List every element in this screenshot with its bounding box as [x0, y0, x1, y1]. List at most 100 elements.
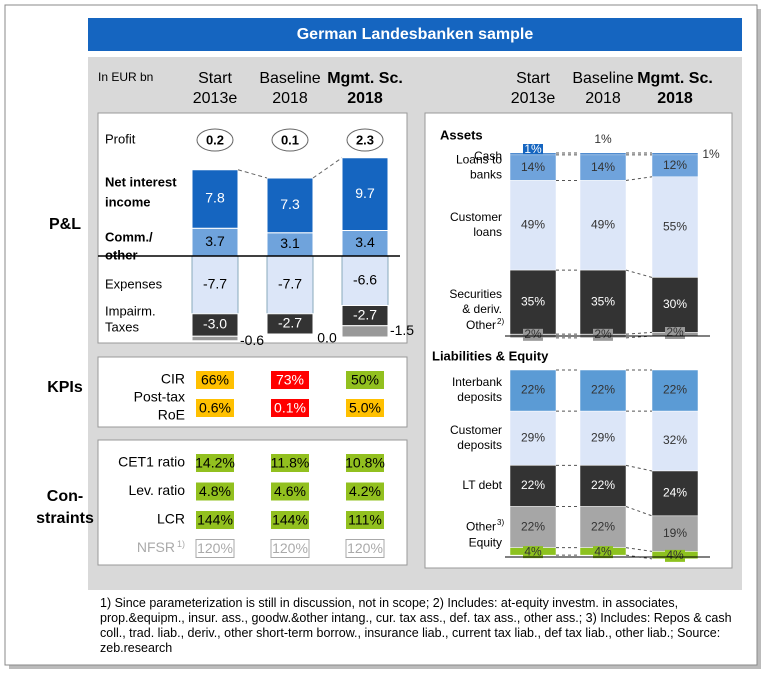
constraint-value: 120%: [347, 540, 383, 556]
kpi-cell: [346, 399, 384, 417]
kpi-value: 0.6%: [199, 400, 231, 416]
scenario-name: Baseline: [259, 70, 320, 87]
pnl-value: 0.0: [317, 330, 337, 346]
chart-title: Liabilities & Equity: [432, 348, 549, 363]
kpi-cell: [346, 371, 384, 389]
pnl-value: 3.1: [280, 235, 300, 251]
pnl-value: 3.7: [205, 233, 225, 249]
segment-label: 1%: [702, 147, 720, 161]
category-label: Interbank: [452, 375, 503, 389]
segment-label: 22%: [591, 383, 615, 397]
category-label: deposits: [457, 390, 502, 404]
segment-label: 29%: [591, 430, 615, 444]
stack-segment: [651, 152, 699, 156]
category-label: Loans to: [456, 152, 502, 166]
stack-segment: [579, 269, 627, 335]
chart-title: Assets: [440, 127, 483, 142]
category-label: Other: [466, 318, 496, 332]
constraint-cell: [270, 539, 310, 558]
row-label: Expenses: [105, 276, 163, 291]
segment-label: 4%: [666, 548, 684, 562]
kpi-label: RoE: [158, 407, 185, 423]
label-box: [523, 328, 543, 341]
connector: [625, 331, 653, 335]
row-label: other: [105, 247, 138, 262]
pnl-value: -3.0: [203, 316, 227, 332]
segment-label: 22%: [521, 519, 545, 533]
section-label: P&L: [49, 216, 81, 233]
constraint-cell: [196, 511, 234, 529]
stack-segment: [509, 180, 557, 271]
segment-label: 24%: [663, 486, 687, 500]
constraint-cell: [271, 511, 309, 529]
category-label: & deriv.: [462, 302, 502, 316]
label-box: [523, 546, 543, 559]
kpi-value: 5.0%: [349, 400, 381, 416]
segment-label: 4%: [524, 544, 542, 558]
stack-segment: [579, 506, 627, 548]
constraint-value: 11.8%: [271, 455, 310, 471]
scenario-year: 2013e: [511, 90, 556, 107]
pnl-value: 7.3: [280, 196, 300, 212]
stack-segment: [509, 154, 557, 181]
pnl-value: 7.8: [205, 190, 225, 206]
segment-label: 49%: [521, 217, 545, 231]
segment-label: 22%: [663, 383, 687, 397]
stack-segment: [509, 410, 557, 466]
scenario-year: 2018: [272, 90, 308, 107]
profit-value: 2.3: [356, 132, 374, 147]
stack-segment: [509, 369, 557, 412]
stack-segment: [579, 369, 627, 412]
segment-label: 35%: [591, 294, 615, 308]
pnl-bar: [266, 313, 314, 335]
profit-badge: [271, 128, 309, 152]
pnl-bar: [341, 157, 389, 231]
label-box: [523, 144, 543, 156]
connector: [625, 506, 653, 517]
pnl-value: 3.4: [355, 234, 375, 250]
constraint-cell: [195, 539, 235, 558]
category-label: deposits: [457, 438, 502, 452]
connector: [625, 335, 653, 339]
pnl-value: -7.7: [278, 276, 302, 292]
segment-label: 12%: [663, 158, 687, 172]
constraint-value: 4.6%: [274, 483, 306, 499]
segment-label: 2%: [594, 327, 612, 341]
pnl-value: -2.7: [278, 315, 302, 331]
kpi-cell: [271, 399, 309, 417]
category-label: LT debt: [462, 478, 502, 492]
pnl-bar: [266, 255, 314, 315]
pnl-bar: [341, 255, 389, 306]
stack-segment: [579, 152, 627, 156]
category-label: Equity: [469, 535, 502, 549]
constraint-cell: [345, 539, 385, 558]
segment-label: 22%: [591, 519, 615, 533]
connector: [625, 176, 653, 181]
stack-segment: [651, 277, 699, 333]
segment-label: 1%: [594, 132, 612, 146]
segment-label: 30%: [663, 297, 687, 311]
title-bar: [88, 18, 742, 51]
connector: [625, 547, 653, 552]
pnl-bar: [191, 227, 239, 257]
segment-label: 32%: [663, 433, 687, 447]
segment-label: 2%: [666, 325, 684, 339]
constraint-value: 120%: [197, 540, 233, 556]
constraint-value: 120%: [272, 540, 308, 556]
stack-segment: [651, 515, 699, 552]
pnl-value: 9.7: [355, 185, 375, 201]
stack-segment: [651, 410, 699, 472]
stack-segment: [651, 470, 699, 517]
label-box: [593, 328, 613, 341]
segment-label: 35%: [521, 294, 545, 308]
scenario-name: Mgmt. Sc.: [637, 70, 713, 87]
label-box: [665, 549, 685, 562]
footnote-mark: 1): [177, 539, 185, 549]
segment-label: 55%: [663, 219, 687, 233]
kpi-label: CIR: [161, 371, 185, 387]
constraint-cell: [346, 511, 384, 529]
row-label: Comm./: [105, 229, 153, 244]
category-label: banks: [470, 167, 502, 181]
section-label: straints: [36, 510, 94, 527]
